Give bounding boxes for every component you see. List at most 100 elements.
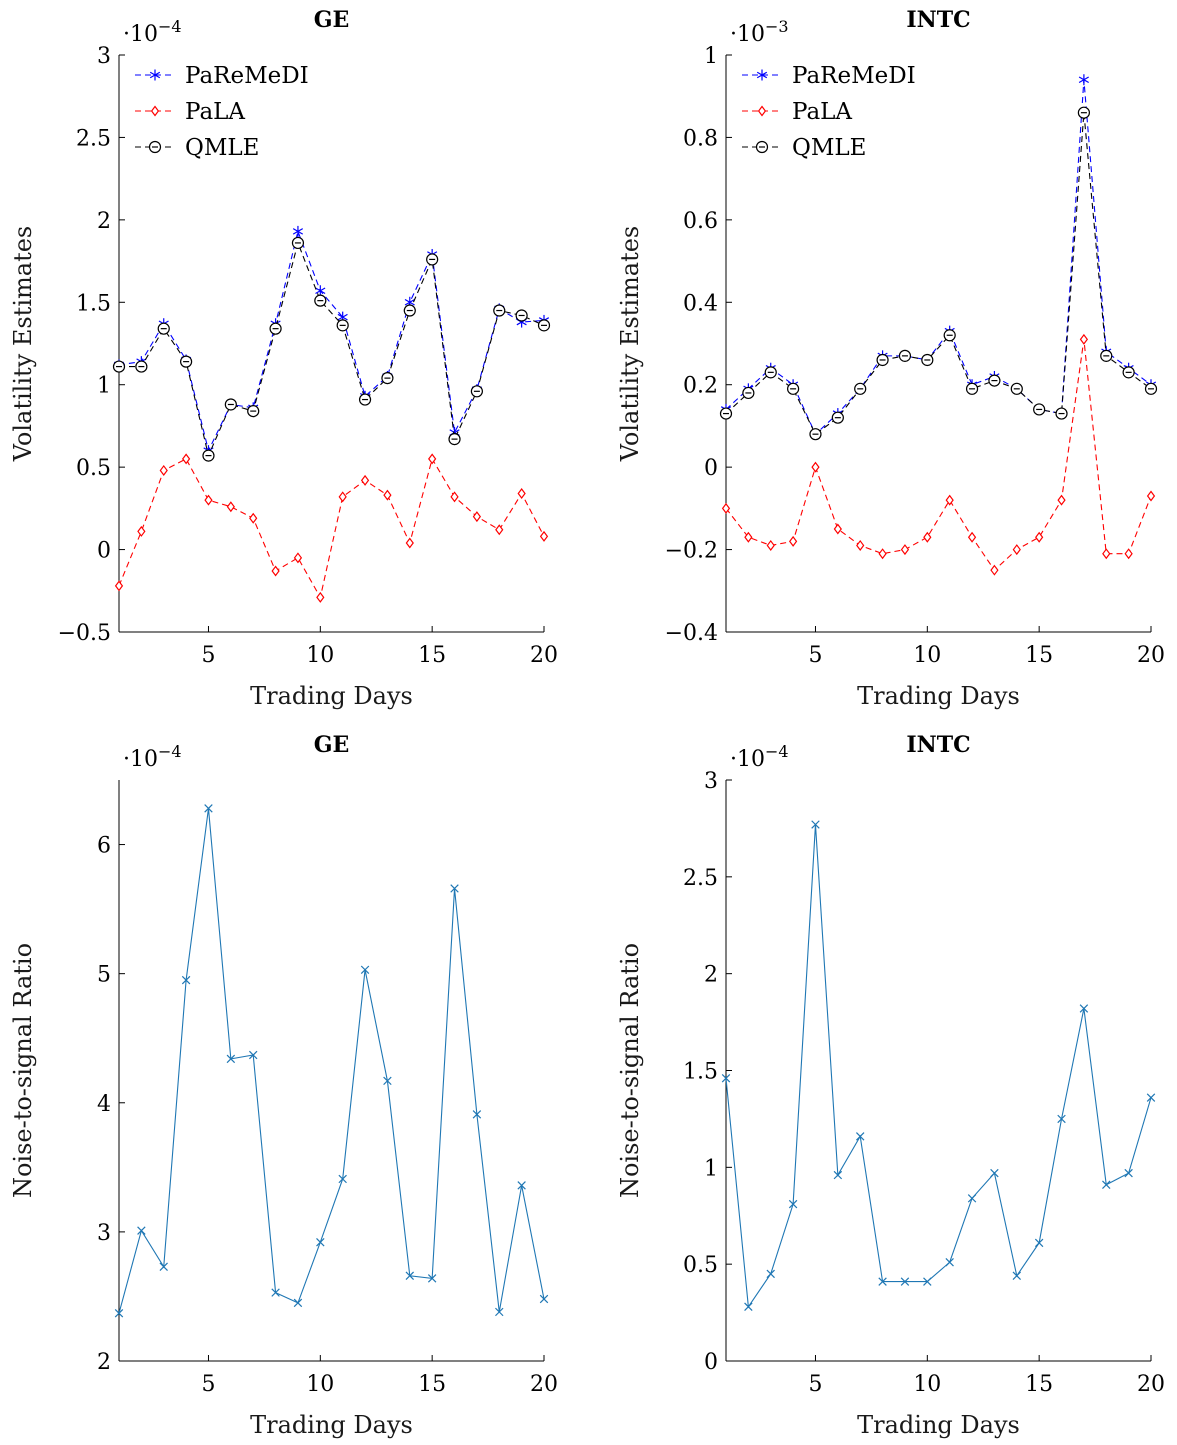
x-tick-label: 10 bbox=[306, 643, 334, 668]
data-point bbox=[988, 374, 1001, 387]
y-tick-label: 1.5 bbox=[683, 1060, 718, 1085]
x-tick-label: 10 bbox=[913, 1372, 941, 1397]
data-point bbox=[403, 304, 416, 317]
data-point bbox=[405, 537, 414, 549]
data-point bbox=[293, 552, 303, 564]
series-pala bbox=[114, 453, 549, 603]
x-tick-label: 20 bbox=[1137, 643, 1165, 668]
data-point bbox=[224, 398, 237, 411]
series-1 bbox=[114, 804, 549, 1318]
data-point bbox=[159, 1262, 168, 1271]
data-point bbox=[788, 535, 798, 547]
data-point bbox=[360, 965, 370, 975]
y-axis-label: Noise-to-signal Ratio bbox=[9, 943, 37, 1198]
series-line bbox=[725, 824, 1152, 1309]
legend-item: PaReMeDI bbox=[742, 63, 916, 89]
series-qmle bbox=[719, 106, 1158, 441]
axis-multiplier: ·10−4 bbox=[123, 742, 182, 772]
data-point bbox=[1146, 490, 1156, 502]
data-point bbox=[135, 360, 148, 373]
chart-panel-2: −0.4−0.200.20.40.60.815 10 15 20·10−3 INTCTr… bbox=[616, 7, 1165, 710]
axis-multiplier: ·10−4 bbox=[730, 742, 789, 772]
data-point bbox=[943, 329, 956, 342]
data-point bbox=[1057, 1114, 1066, 1124]
y-tick-label: 0.5 bbox=[683, 1253, 718, 1278]
data-point bbox=[811, 461, 820, 473]
data-point bbox=[291, 236, 305, 250]
data-point bbox=[965, 382, 979, 395]
data-point bbox=[809, 428, 822, 441]
data-point bbox=[114, 580, 124, 592]
data-point bbox=[472, 1110, 482, 1119]
legend-marker bbox=[757, 105, 767, 117]
data-point bbox=[271, 1288, 280, 1297]
series-line bbox=[725, 112, 1152, 436]
data-point bbox=[811, 820, 820, 829]
legend-marker bbox=[755, 140, 769, 154]
x-axis-label: Trading Days bbox=[857, 1411, 1020, 1439]
legend-marker bbox=[149, 69, 161, 81]
chart-title: INTC bbox=[906, 7, 970, 33]
data-point bbox=[900, 1277, 910, 1286]
data-point bbox=[856, 539, 865, 551]
y-tick-label: −0.4 bbox=[665, 621, 718, 646]
data-point bbox=[1033, 403, 1046, 416]
y-tick-label: 0.5 bbox=[76, 456, 111, 481]
data-point bbox=[269, 322, 282, 335]
series-line bbox=[118, 457, 545, 599]
data-point bbox=[428, 453, 437, 465]
x-tick-label: 20 bbox=[530, 643, 558, 668]
x-tick-label: 10 bbox=[306, 1372, 334, 1397]
data-point bbox=[1079, 1004, 1089, 1013]
y-tick-label: 0.4 bbox=[683, 291, 718, 316]
legend: PaReMeDI PaLA QMLE bbox=[135, 63, 309, 161]
data-point bbox=[114, 1309, 124, 1318]
data-point bbox=[1144, 382, 1158, 395]
data-point bbox=[493, 304, 506, 317]
data-point bbox=[1102, 548, 1111, 560]
legend-item: PaLA bbox=[742, 99, 852, 125]
data-point bbox=[448, 433, 461, 446]
data-point bbox=[316, 591, 325, 603]
data-point bbox=[383, 1076, 392, 1086]
data-point bbox=[833, 1170, 843, 1180]
data-point bbox=[204, 494, 213, 506]
data-point bbox=[495, 524, 504, 536]
data-point bbox=[292, 225, 304, 237]
y-tick-label: 1.5 bbox=[76, 291, 111, 316]
legend-item: QMLE bbox=[135, 135, 259, 161]
data-point bbox=[204, 804, 213, 813]
y-axis-label: Volatility Estimates bbox=[9, 226, 37, 462]
data-point bbox=[1034, 1238, 1044, 1248]
series-line bbox=[725, 339, 1152, 572]
data-point bbox=[495, 1307, 504, 1317]
data-point bbox=[247, 404, 260, 418]
data-point bbox=[766, 539, 775, 551]
data-point bbox=[381, 372, 394, 385]
x-tick-label: 5 bbox=[808, 1372, 822, 1397]
data-point bbox=[764, 366, 777, 379]
data-point bbox=[1122, 366, 1135, 379]
data-point bbox=[831, 411, 844, 424]
data-point bbox=[1079, 333, 1089, 345]
series-line bbox=[119, 241, 545, 458]
y-tick-label: −0.5 bbox=[58, 621, 111, 646]
legend-label: PaReMeDI bbox=[185, 63, 309, 89]
legend-marker bbox=[150, 105, 160, 117]
y-tick-label: 2 bbox=[97, 209, 111, 234]
legend-item: PaReMeDI bbox=[135, 63, 309, 89]
x-tick-label: 15 bbox=[418, 643, 446, 668]
data-point bbox=[1100, 349, 1113, 362]
data-point bbox=[1078, 74, 1089, 86]
data-point bbox=[945, 494, 954, 506]
data-point bbox=[358, 393, 372, 406]
chart-panel-1: −0.5 0 0.5 1 1.5 2 2.5 3 5 10 15 20 ·10−4 GE Trading D… bbox=[9, 7, 558, 710]
data-point bbox=[1124, 548, 1133, 560]
x-tick-label: 15 bbox=[1025, 1372, 1053, 1397]
data-point bbox=[537, 319, 551, 332]
data-point bbox=[338, 1174, 347, 1184]
series-paremedi bbox=[113, 225, 550, 457]
data-point bbox=[923, 531, 932, 543]
y-tick-label: 0 bbox=[97, 539, 111, 564]
data-point bbox=[878, 548, 887, 560]
